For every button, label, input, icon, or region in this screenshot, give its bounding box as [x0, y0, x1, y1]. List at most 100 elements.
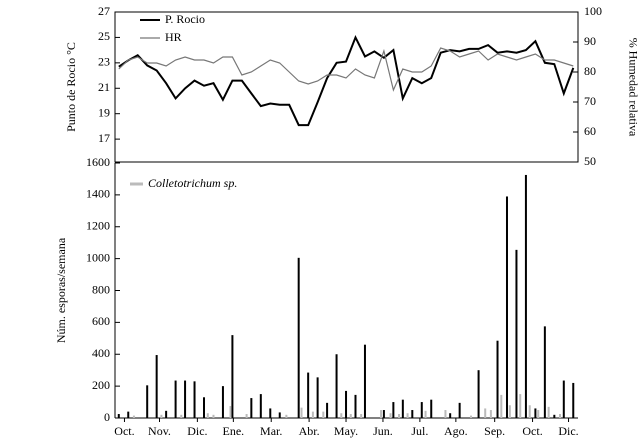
x-tick-label: Jul.	[411, 424, 428, 438]
bar	[505, 196, 508, 418]
bar	[547, 406, 550, 418]
bar	[380, 410, 383, 418]
bar	[484, 408, 487, 418]
bar	[229, 406, 232, 418]
y-axis-label: Núm. esporas/semana	[54, 237, 68, 343]
bar	[231, 335, 234, 418]
y2-tick-label: 100	[584, 4, 602, 18]
bar	[340, 413, 343, 418]
bar	[470, 415, 473, 418]
bar	[354, 394, 357, 418]
bar	[534, 408, 537, 418]
y-tick-label: 1600	[86, 155, 110, 169]
x-tick-label: Oct.	[522, 424, 542, 438]
bar	[165, 410, 168, 418]
bar	[392, 402, 395, 418]
bar	[300, 407, 303, 418]
y-tick-label: 21	[98, 80, 110, 94]
bar	[335, 354, 338, 418]
bar	[259, 394, 262, 418]
bar	[543, 326, 546, 418]
bar	[180, 414, 183, 418]
bar	[515, 249, 518, 418]
bar	[363, 344, 366, 418]
bar	[572, 382, 575, 418]
legend-label: Colletotrichum sp.	[148, 176, 237, 190]
bar	[326, 402, 329, 418]
bar	[382, 410, 385, 418]
bar	[250, 398, 253, 418]
y-tick-label: 400	[92, 346, 110, 360]
bar	[401, 399, 404, 418]
y2-tick-label: 60	[584, 124, 596, 138]
x-tick-label: Ene.	[223, 424, 245, 438]
x-tick-label: Mar.	[260, 424, 282, 438]
bar	[424, 410, 427, 418]
bar	[127, 411, 130, 418]
bar	[297, 257, 300, 418]
bar	[496, 340, 499, 418]
bar	[444, 410, 447, 418]
bar	[477, 370, 480, 418]
y-tick-label: 1000	[86, 250, 110, 264]
x-tick-label: Dic.	[187, 424, 207, 438]
bar	[206, 413, 209, 418]
bar	[360, 414, 363, 418]
bar	[155, 355, 158, 418]
y-tick-label: 1400	[86, 187, 110, 201]
bar	[245, 414, 248, 418]
bar	[420, 402, 423, 418]
legend-label: HR	[165, 30, 182, 44]
bar	[349, 414, 352, 418]
y2-tick-label: 90	[584, 34, 596, 48]
bar	[117, 414, 120, 418]
bar	[537, 410, 540, 418]
bar	[311, 411, 314, 418]
y-tick-label: 27	[98, 4, 110, 18]
bar	[508, 405, 511, 418]
x-tick-label: Sep.	[484, 424, 505, 438]
bar	[524, 174, 527, 418]
bar	[430, 399, 433, 418]
bar	[500, 394, 503, 418]
bar	[553, 414, 556, 418]
x-tick-label: Abr.	[299, 424, 320, 438]
bar	[184, 380, 187, 418]
y-tick-label: 1200	[86, 219, 110, 233]
x-tick-label: May.	[334, 424, 358, 438]
bar	[212, 414, 215, 418]
bar	[316, 377, 319, 418]
y2-tick-label: 70	[584, 94, 596, 108]
y2-tick-label: 50	[584, 154, 596, 168]
y-tick-label: 0	[104, 410, 110, 424]
y-tick-label: 200	[92, 378, 110, 392]
bar	[203, 397, 206, 418]
bar	[160, 414, 163, 418]
bar	[528, 405, 531, 418]
bar	[132, 415, 135, 418]
y-tick-label: 23	[98, 55, 110, 69]
bar	[221, 386, 224, 418]
bar	[398, 414, 401, 418]
plot-frame	[114, 11, 579, 163]
bar	[285, 414, 288, 418]
x-tick-label: Ago.	[444, 424, 468, 438]
bar	[322, 411, 325, 418]
bar	[345, 390, 348, 418]
bar	[389, 413, 392, 418]
bar	[562, 380, 565, 418]
series-line	[118, 34, 575, 127]
bar	[406, 413, 409, 418]
y-axis-label: Punto de Rocio °C	[64, 42, 78, 132]
x-tick-label: Oct.	[114, 424, 134, 438]
bar	[458, 402, 461, 418]
y-tick-label: 25	[98, 29, 110, 43]
bar	[411, 410, 414, 418]
x-tick-label: Dic.	[558, 424, 578, 438]
bar	[146, 385, 149, 418]
y-tick-label: 600	[92, 314, 110, 328]
bar	[559, 414, 562, 418]
y2-tick-label: 80	[584, 64, 596, 78]
bar	[174, 380, 177, 418]
